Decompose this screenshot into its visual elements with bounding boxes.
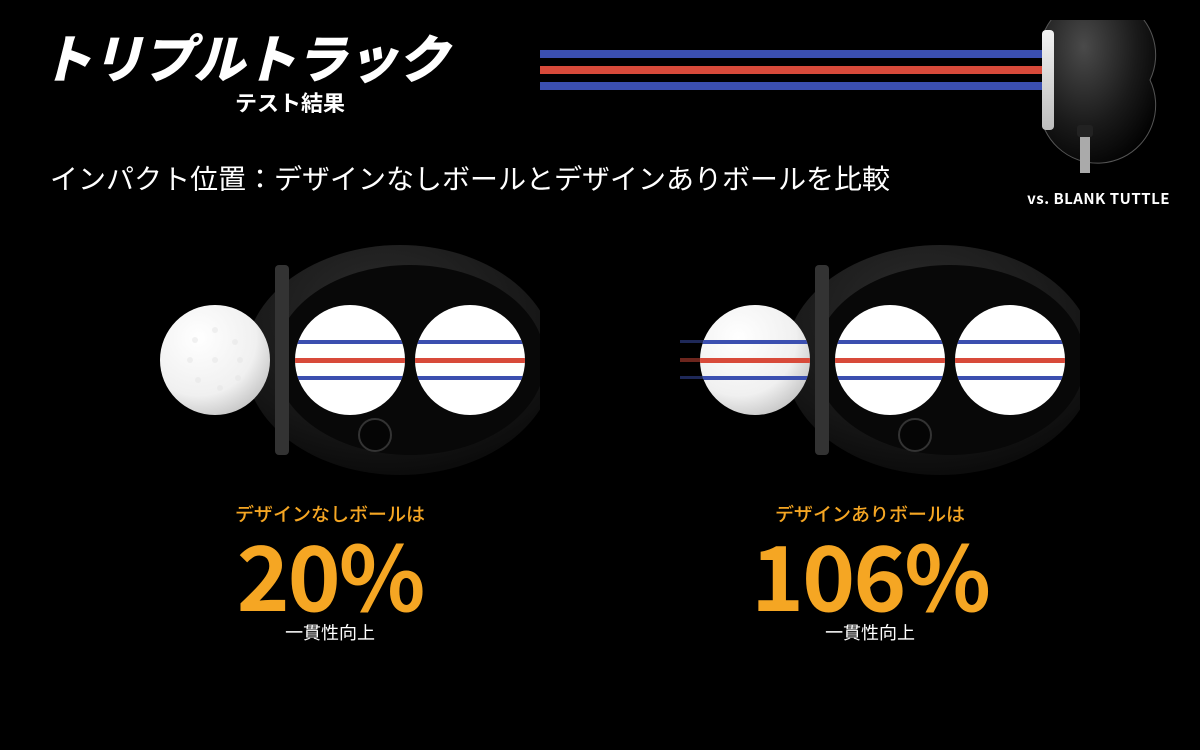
panel-design-value: 106% bbox=[751, 527, 989, 617]
stripe-1 bbox=[540, 50, 1070, 58]
panel-plain-note: 一貫性向上 bbox=[285, 619, 375, 645]
stripe-2 bbox=[540, 66, 1070, 74]
top-stripes bbox=[540, 50, 1070, 110]
title: トリプルトラック bbox=[40, 30, 540, 82]
panel-plain-graphic bbox=[120, 230, 540, 490]
caption-text: インパクト位置：デザインなしボールとデザインありボールを比較 bbox=[50, 158, 890, 198]
panels-row: デザインなしボールは 20% 一貫性向上 bbox=[0, 230, 1200, 645]
stripe-3 bbox=[540, 82, 1070, 90]
panel-design-graphic bbox=[660, 230, 1080, 490]
putter-head-graphic bbox=[1030, 20, 1160, 180]
panel-design-note: 一貫性向上 bbox=[825, 619, 915, 645]
vs-label: vs. BLANK TUTTLE bbox=[1027, 188, 1170, 209]
panel-plain: デザインなしボールは 20% 一貫性向上 bbox=[90, 230, 570, 645]
panel-design: デザインありボールは 106% 一貫性向上 bbox=[630, 230, 1110, 645]
panel-plain-value: 20% bbox=[237, 527, 424, 617]
header-block: トリプルトラック テスト結果 bbox=[40, 30, 540, 118]
